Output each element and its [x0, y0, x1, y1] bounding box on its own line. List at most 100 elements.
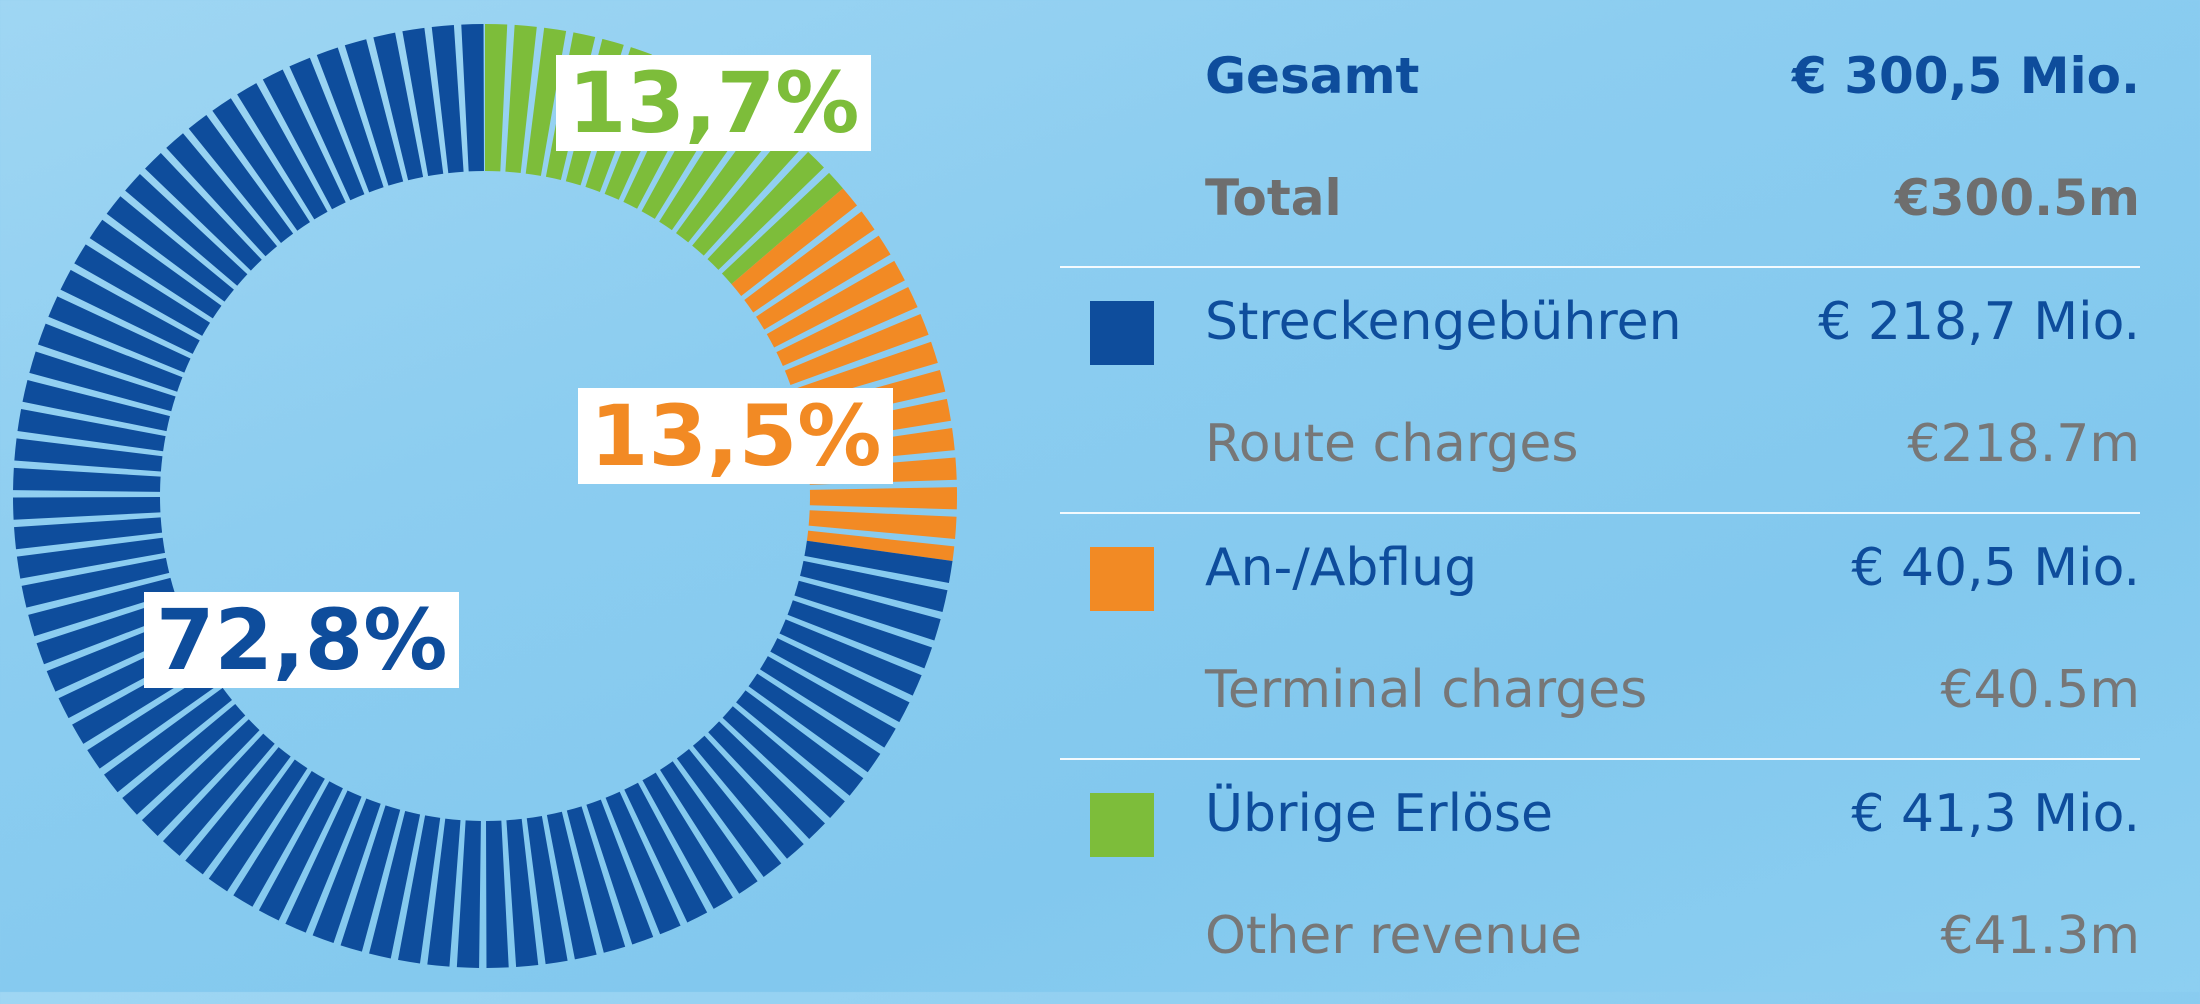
slice-segment — [344, 39, 404, 186]
slice-segment — [800, 560, 948, 612]
slice-segment — [89, 219, 222, 319]
slice-segment — [212, 98, 310, 231]
swatch-other-revenue — [1090, 793, 1154, 857]
slice-segment — [373, 32, 424, 181]
slice-segment — [106, 196, 234, 302]
slice-segment — [316, 47, 384, 193]
legend-value-de: € 40,5 Mio. — [1851, 538, 2140, 598]
slice-segment — [74, 244, 211, 336]
legend-item-terminal-de: An-/Abflug € 40,5 Mio. — [1060, 514, 2140, 636]
legend-label-en: Terminal charges — [1205, 660, 1648, 720]
donut-chart: 13,7% 13,5% 72,8% — [0, 0, 1000, 992]
total-label-en: Total — [1205, 169, 1342, 227]
slice-segment — [692, 132, 803, 256]
slice-segment — [162, 733, 275, 856]
legend-value-en: €40.5m — [1940, 660, 2140, 720]
slice-segment — [37, 323, 183, 392]
slice-segment — [60, 269, 200, 354]
legend-label-en: Other revenue — [1205, 906, 1583, 966]
slice-segment — [526, 815, 568, 965]
slice-segment — [431, 25, 464, 174]
slice-segment — [660, 761, 758, 894]
slice-segment — [166, 133, 278, 257]
slice-segment — [22, 380, 170, 432]
slice-segment — [759, 656, 896, 748]
slice-segment — [766, 260, 905, 348]
slice-segment — [188, 115, 294, 243]
slice-segment — [427, 818, 461, 967]
slice-segment — [369, 811, 421, 959]
slice-segment — [731, 188, 858, 296]
slice-segment — [289, 57, 365, 201]
slice-segment — [208, 759, 308, 892]
slice-segment — [624, 782, 708, 923]
slice-label-route-charges: 72,8% — [144, 592, 460, 688]
slice-segment — [642, 772, 733, 909]
slice-segment — [461, 24, 484, 172]
slice-segment — [456, 820, 481, 968]
slice-segment — [185, 747, 291, 875]
slice-label-terminal-charges: 13,5% — [578, 388, 894, 484]
legend-label-de: Streckengebühren — [1205, 292, 1682, 352]
slice-segment — [125, 173, 248, 286]
slice-segment — [748, 673, 881, 773]
total-label-de: Gesamt — [1205, 47, 1420, 105]
slice-segment — [87, 671, 220, 769]
legend-total-en: Total €300.5m — [1060, 144, 2140, 266]
legend-label-de: An-/Abflug — [1205, 538, 1478, 598]
slice-segment — [770, 638, 910, 723]
slice-segment — [145, 152, 262, 271]
slice-segment — [506, 818, 539, 967]
legend-divider — [1060, 758, 2140, 760]
slice-segment — [104, 687, 232, 793]
slice-segment — [14, 438, 163, 472]
slice-segment — [28, 577, 175, 637]
slice-segment — [784, 314, 929, 385]
legend-item-terminal-en: Terminal charges €40.5m — [1060, 636, 2140, 758]
slice-segment — [676, 749, 782, 877]
slice-segment — [48, 296, 191, 373]
slice-segment — [13, 497, 161, 520]
total-value-de: € 300,5 Mio. — [1792, 47, 2140, 105]
slice-segment — [233, 770, 325, 907]
slice-segment — [794, 580, 941, 641]
swatch-terminal-charges — [1090, 547, 1154, 611]
slice-segment — [262, 69, 346, 210]
legend: Gesamt € 300,5 Mio. Total €300.5m Streck… — [1060, 22, 2140, 1004]
slice-label-other-revenue: 13,7% — [556, 55, 872, 151]
slice-segment — [14, 517, 163, 550]
slice-segment — [722, 706, 845, 819]
legend-item-other-de: Übrige Erlöse € 41,3 Mio. — [1060, 760, 2140, 882]
legend-value-de: € 41,3 Mio. — [1851, 784, 2140, 844]
slice-segment — [787, 600, 933, 669]
legend-label-de: Übrige Erlöse — [1205, 784, 1554, 844]
slice-segment — [398, 815, 441, 964]
slice-segment — [486, 820, 509, 968]
slice-segment — [141, 719, 260, 836]
legend-total-de: Gesamt € 300,5 Mio. — [1060, 22, 2140, 144]
slice-segment — [721, 172, 843, 285]
legend-value-de: € 218,7 Mio. — [1818, 292, 2140, 352]
legend-divider — [1060, 266, 2140, 268]
slice-segment — [402, 27, 444, 177]
slice-segment — [708, 721, 825, 840]
legend-value-en: €218.7m — [1907, 414, 2140, 474]
slice-segment — [485, 24, 508, 172]
slice-segment — [17, 409, 166, 452]
slice-segment — [29, 351, 176, 412]
legend-item-route-en: Route charges €218.7m — [1060, 390, 2140, 512]
slice-segment — [21, 557, 170, 608]
slice-segment — [808, 510, 957, 539]
slice-segment — [566, 806, 626, 953]
legend-item-other-en: Other revenue €41.3m — [1060, 882, 2140, 1004]
slice-segment — [258, 781, 343, 921]
slice-segment — [804, 540, 953, 583]
slice-segment — [692, 735, 804, 859]
slice-segment — [122, 703, 246, 815]
legend-label-en: Route charges — [1205, 414, 1579, 474]
slice-segment — [13, 467, 161, 492]
slice-segment — [340, 805, 401, 952]
total-value-en: €300.5m — [1894, 169, 2140, 227]
slice-segment — [809, 487, 957, 510]
slice-segment — [237, 83, 328, 220]
